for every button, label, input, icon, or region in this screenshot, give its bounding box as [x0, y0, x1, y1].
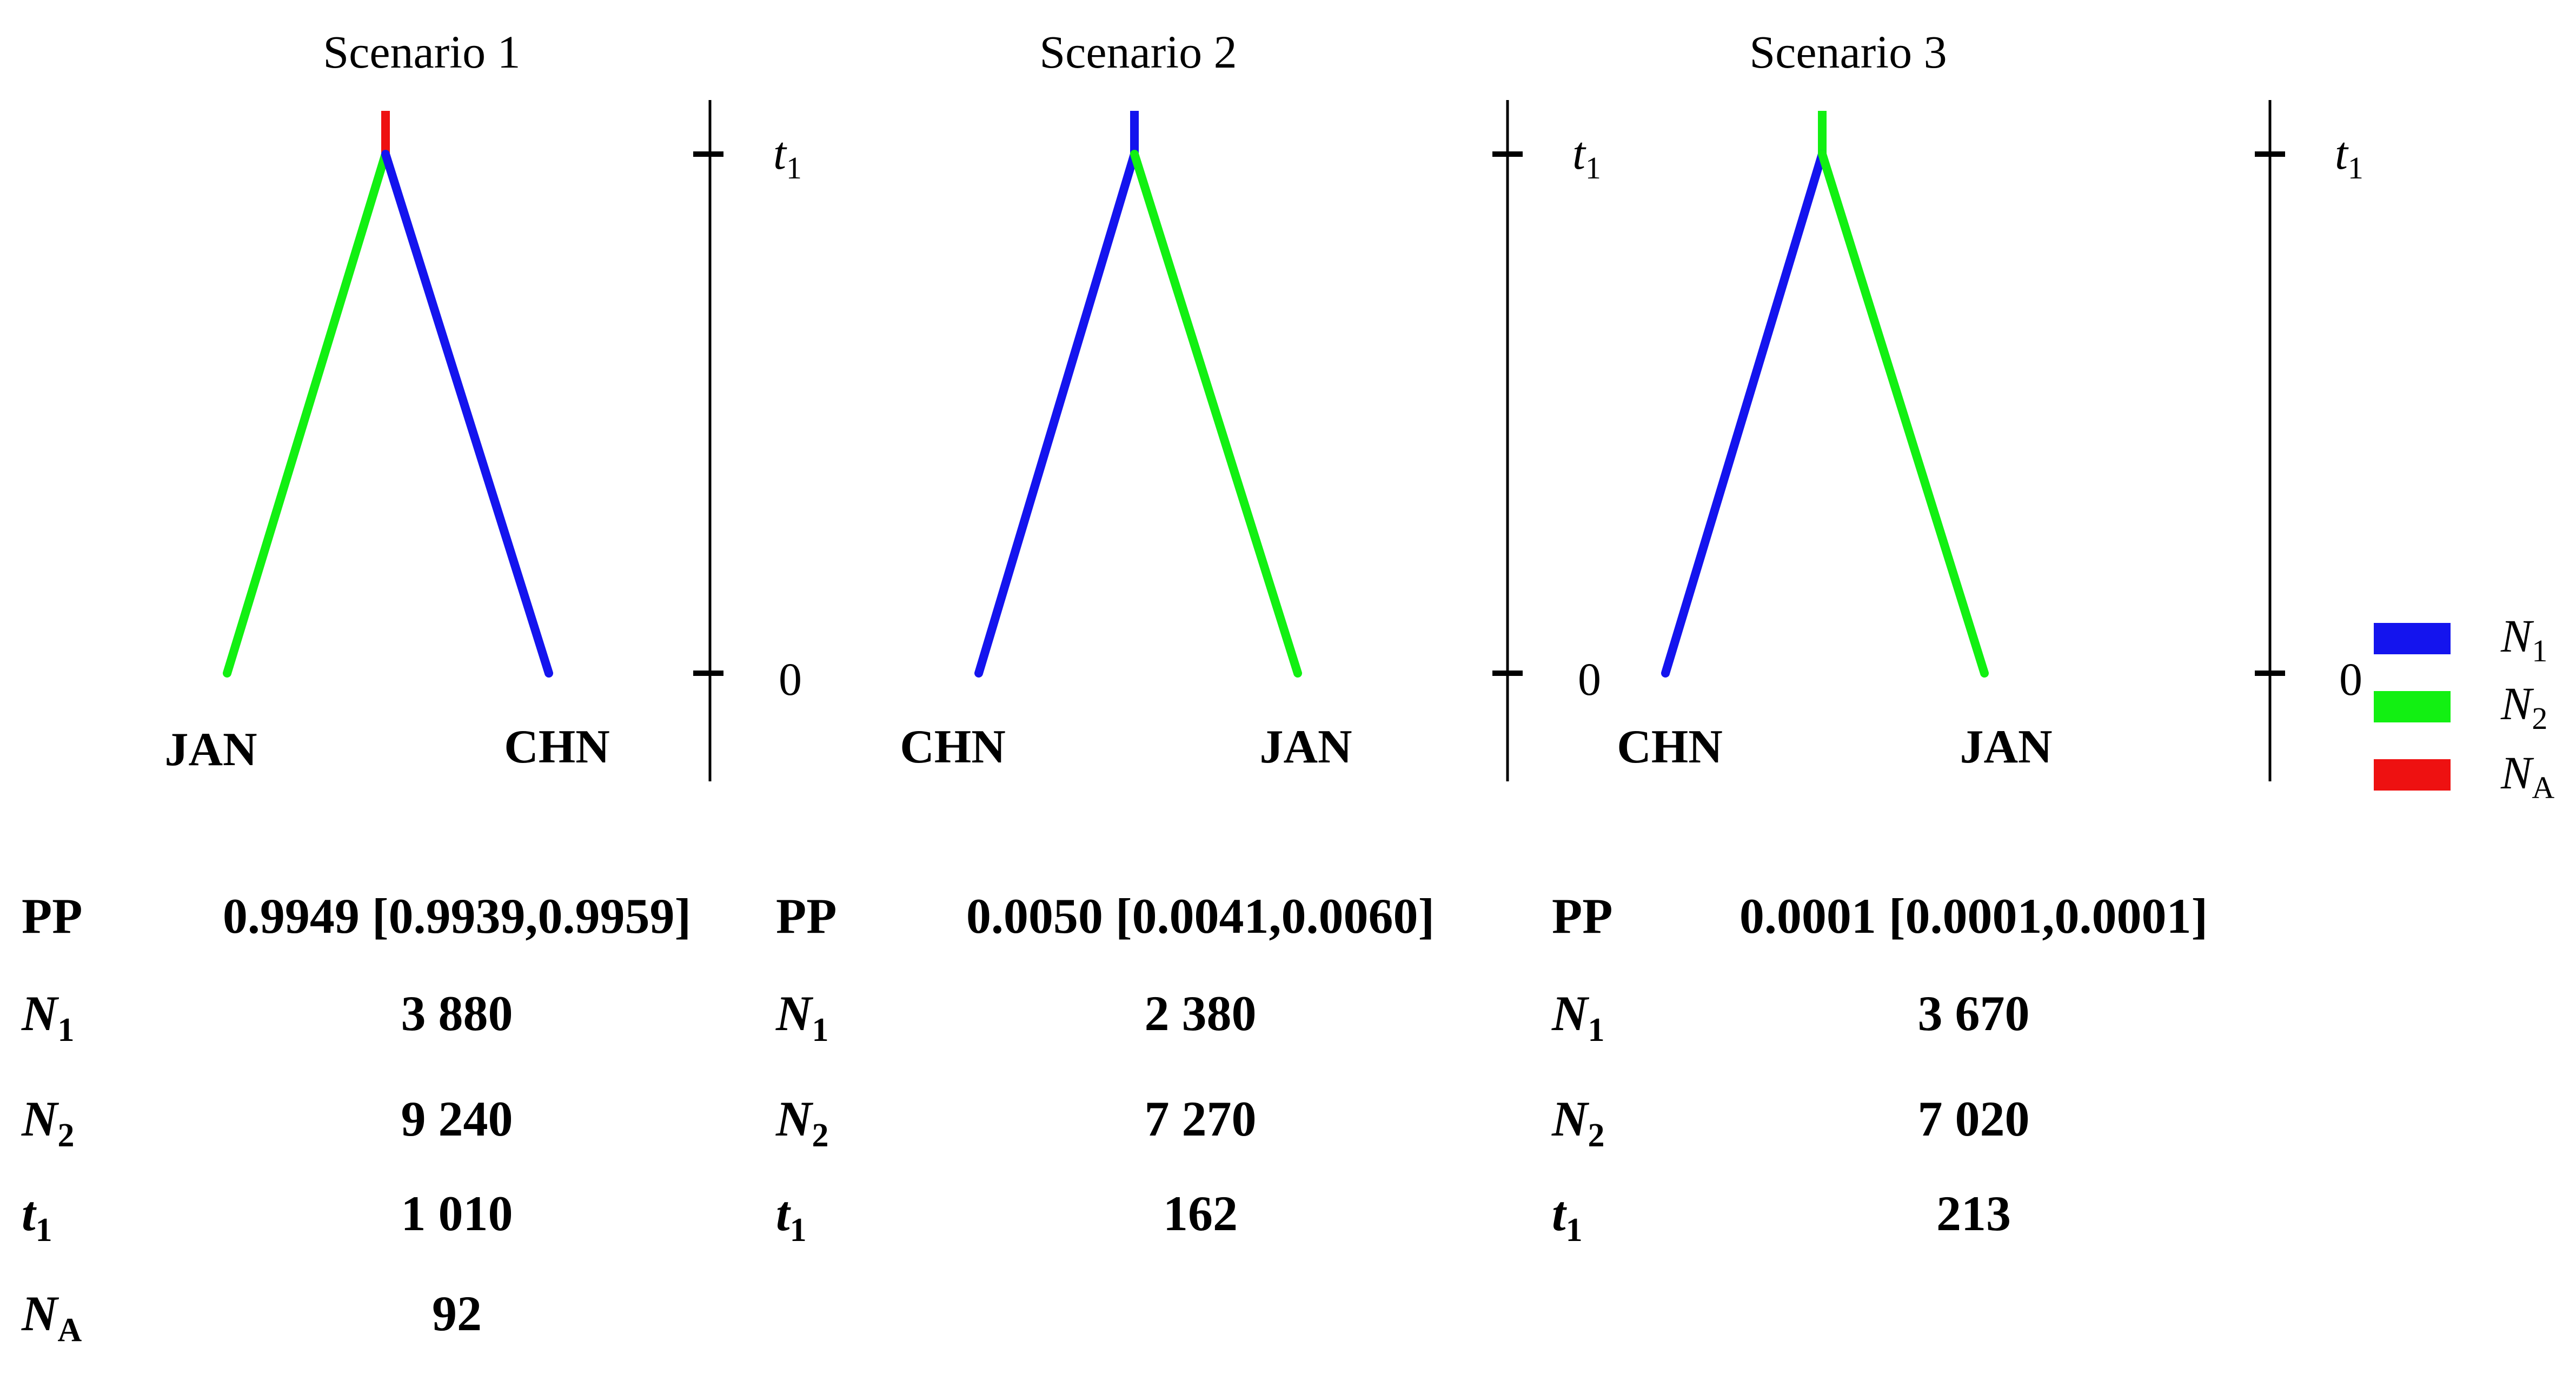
scenario-2-title: Scenario 2: [1039, 26, 1237, 78]
legend: N1 N2 NA: [2374, 610, 2554, 805]
scenario-1-param-label: PP: [22, 888, 82, 944]
scenario-3: Scenario 3 CHN JAN t1 0: [1617, 26, 2363, 781]
legend-swatch-n1: [2374, 623, 2451, 654]
scenario-3-param-label: N1: [1551, 986, 1604, 1048]
scenario-3-param-label: PP: [1552, 888, 1612, 944]
legend-label-n2: N2: [2500, 678, 2547, 736]
scenario-2: Scenario 2 CHN JAN t1 0: [900, 26, 1601, 781]
scenario-1-param-value: 9 240: [401, 1091, 513, 1146]
legend-swatch-na: [2374, 759, 2451, 791]
scenario-2-param-value: 162: [1163, 1186, 1238, 1241]
scenario-3-left-branch: [1661, 150, 1827, 678]
parameter-tables: PP 0.9949 [0.9939,0.9959] N1 3 880 N2 9 240 t1…: [21, 888, 2208, 1349]
legend-label-na: NA: [2500, 747, 2554, 805]
scenario-3-param-value: 213: [1936, 1186, 2011, 1241]
scenario-1-param-value: 0.9949 [0.9939,0.9959]: [223, 888, 691, 944]
scenario-1-param-value: 1 010: [401, 1186, 513, 1241]
scenario-1-zero-label: 0: [779, 653, 802, 705]
scenario-1-right-population: CHN: [504, 721, 610, 773]
scenario-1-title: Scenario 1: [323, 26, 520, 78]
scenario-1-param-label: N1: [21, 986, 74, 1048]
scenario-2-param-value: 0.0050 [0.0041,0.0060]: [966, 888, 1435, 944]
scenario-2-param-label: N2: [775, 1091, 828, 1154]
scenario-2-right-branch: [1130, 150, 1302, 678]
scenario-2-right-population: JAN: [1259, 721, 1352, 773]
scenario-1: Scenario 1 JAN CHN t1 0: [164, 26, 802, 781]
scenario-1-param-value: 3 880: [401, 986, 513, 1041]
scenario-2-param-label: N1: [775, 986, 828, 1048]
scenario-3-zero-label: 0: [2339, 653, 2362, 705]
scenario-3-param-value: 3 670: [1918, 986, 2030, 1041]
scenario-2-param-value: 2 380: [1145, 986, 1257, 1041]
scenario-1-t1-label: t1: [773, 127, 802, 185]
scenario-3-right-population: JAN: [1960, 721, 2052, 773]
scenario-3-right-branch: [1818, 150, 1989, 678]
scenario-2-param-label: t1: [776, 1186, 807, 1249]
scenario-3-t1-label: t1: [2335, 127, 2363, 185]
scenario-1-param-label: NA: [21, 1286, 82, 1349]
scenario-3-left-population: CHN: [1617, 721, 1723, 773]
legend-label-n1: N1: [2500, 610, 2547, 668]
scenario-2-param-label: PP: [776, 888, 836, 944]
scenario-2-left-branch: [974, 150, 1139, 678]
scenario-1-right-branch: [381, 150, 553, 678]
scenario-1-left-branch: [223, 150, 390, 678]
scenario-1-param-label: N2: [21, 1091, 74, 1154]
scenario-1-param-label: t1: [22, 1186, 52, 1249]
scenario-2-zero-label: 0: [1578, 653, 1601, 705]
legend-swatch-n2: [2374, 691, 2451, 722]
scenario-3-param-value: 0.0001 [0.0001,0.0001]: [1740, 888, 2208, 944]
scenario-1-left-population: JAN: [164, 723, 257, 776]
scenario-2-t1-label: t1: [1572, 127, 1601, 185]
scenario-2-left-population: CHN: [900, 721, 1006, 773]
scenario-2-param-value: 7 270: [1145, 1091, 1257, 1146]
scenario-3-param-label: N2: [1551, 1091, 1604, 1154]
scenario-3-title: Scenario 3: [1749, 26, 1947, 78]
scenario-1-param-value: 92: [432, 1286, 482, 1341]
scenario-3-param-value: 7 020: [1918, 1091, 2030, 1146]
scenario-3-param-label: t1: [1552, 1186, 1583, 1249]
